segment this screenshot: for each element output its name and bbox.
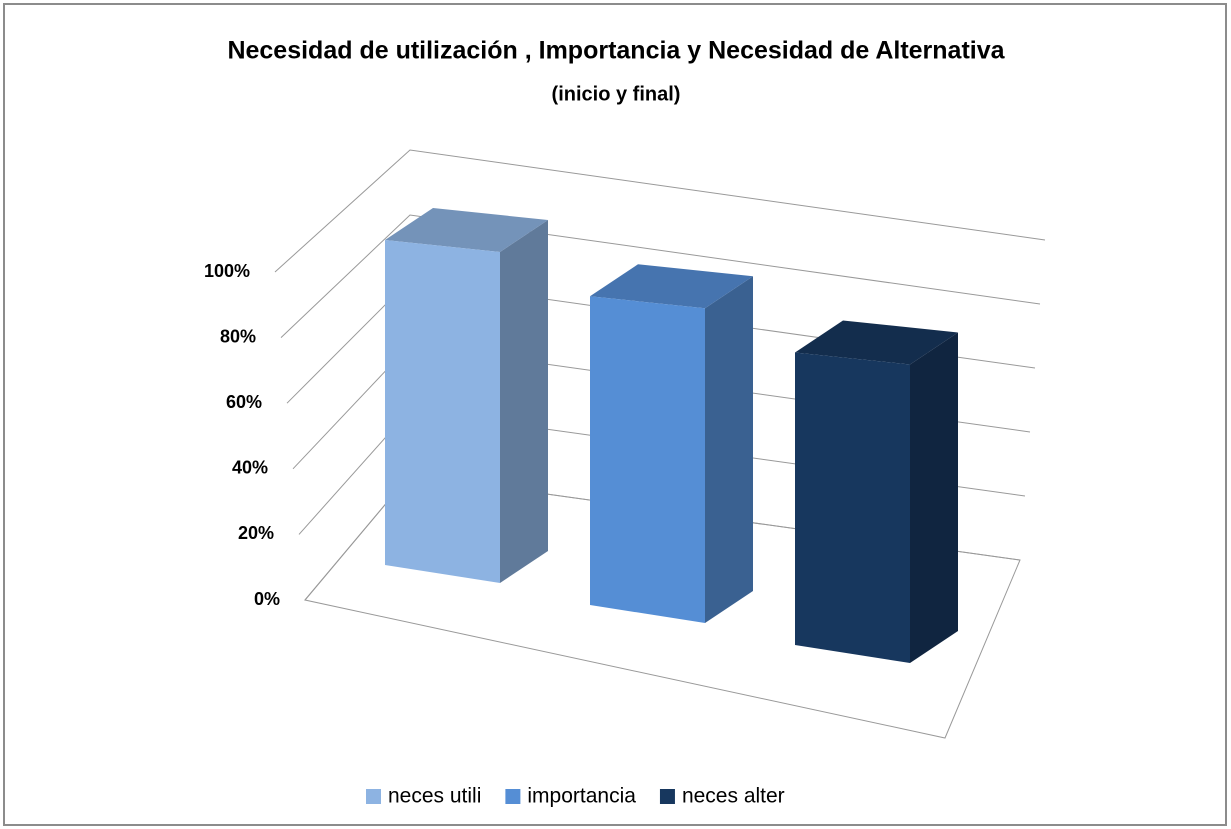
y-tick-label: 0% — [254, 589, 280, 609]
bar-side — [705, 276, 753, 623]
grid-line — [280, 214, 1041, 338]
y-tick-label: 100% — [204, 261, 250, 281]
legend-label: importancia — [527, 785, 636, 808]
bar — [385, 240, 500, 583]
grid-line — [274, 149, 1046, 273]
y-tick-label: 60% — [226, 392, 262, 412]
bar — [795, 352, 910, 663]
bar-top — [795, 320, 958, 365]
y-tick-label: 40% — [232, 458, 268, 478]
legend-swatch — [505, 789, 521, 804]
legend-label: neces utili — [388, 785, 481, 808]
bar — [590, 296, 705, 623]
legend-label: neces alter — [682, 785, 785, 808]
bar-side — [910, 332, 958, 663]
bar-top — [590, 264, 753, 309]
bar-side — [500, 220, 548, 583]
y-tick-label: 80% — [220, 326, 256, 346]
chart-title: Necesidad de utilización , Importancia y… — [227, 37, 1005, 65]
legend-swatch — [659, 789, 675, 804]
chart-subtitle: (inicio y final) — [552, 83, 681, 105]
y-tick-label: 20% — [238, 523, 274, 543]
bar-top — [385, 208, 548, 252]
legend-swatch — [366, 789, 381, 804]
